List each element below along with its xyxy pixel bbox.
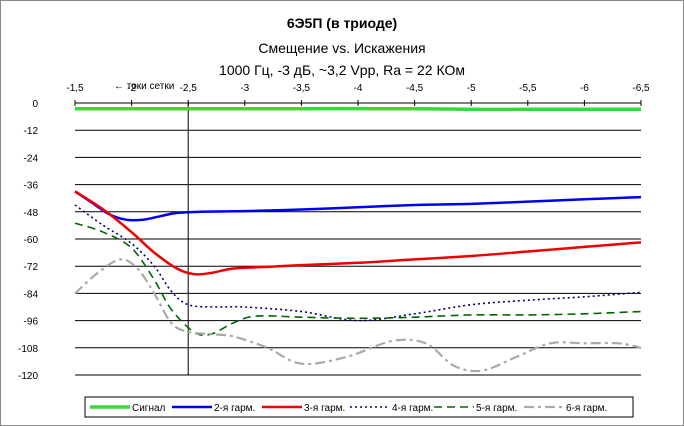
series-line-5: [74, 222, 642, 337]
chart-subtitle-conditions: 1000 Гц, -3 дБ, ~3,2 Vpp, Ra = 22 КОм: [219, 62, 465, 78]
x-tick-label: -1,5: [66, 83, 84, 94]
legend-label-3: 3-я гарм.: [304, 403, 345, 414]
x-tick-label: -4,5: [406, 83, 424, 94]
axis-layer: 0 -12 -24 -36 -48 -60 -72 -84 -96 -108 -120 -1,5 -2 -…: [18, 83, 650, 382]
y-tick-label: -72: [24, 262, 39, 273]
grid-layer: [75, 129, 641, 376]
series-line-6: [74, 258, 642, 373]
legend: Сигнал 2-я гарм. 3-я гарм. 4-я гарм. 5-я гар…: [90, 403, 607, 414]
y-tick-label: -108: [18, 344, 38, 355]
y-tick-label: -60: [24, 235, 39, 246]
x-tick-label: -6: [580, 83, 589, 94]
legend-box: [84, 396, 634, 418]
x-tick-label: -4: [354, 83, 363, 94]
y-tick-label: 0: [32, 99, 38, 110]
x-tick-label: -2,5: [180, 83, 198, 94]
y-tick-label: -48: [24, 208, 39, 219]
series-layer: [74, 106, 642, 373]
x-tick-label: -3: [240, 83, 249, 94]
x-tick-label: -3,5: [293, 83, 311, 94]
y-tick-label: -24: [24, 153, 39, 164]
grid-current-annotation: ← токи сетки: [114, 81, 174, 92]
x-tick-label: -5: [467, 83, 476, 94]
y-tick-label: -84: [24, 289, 39, 300]
y-tick-label: -12: [24, 126, 39, 137]
x-tick-label: -6,5: [632, 83, 650, 94]
legend-label-4: 4-я гарм.: [392, 403, 433, 414]
x-tick-label: -2: [127, 83, 136, 94]
y-tick-label: -36: [24, 181, 39, 192]
y-tick-label: -120: [18, 371, 38, 382]
series-line-1: [75, 106, 641, 112]
x-tick-label: -5,5: [519, 83, 537, 94]
legend-label-1: Сигнал: [132, 403, 166, 414]
legend-label-2: 2-я гарм.: [214, 403, 255, 414]
series-line-2: [74, 190, 642, 222]
chart-subtitle: Смещение vs. Искажения: [258, 40, 425, 56]
chart-title: 6Э5П (в триоде): [287, 15, 397, 31]
series-line-3: [74, 190, 642, 276]
legend-label-5: 5-я гарм.: [476, 403, 517, 414]
y-tick-label: -96: [24, 317, 39, 328]
legend-label-6: 6-я гарм.: [566, 403, 607, 414]
